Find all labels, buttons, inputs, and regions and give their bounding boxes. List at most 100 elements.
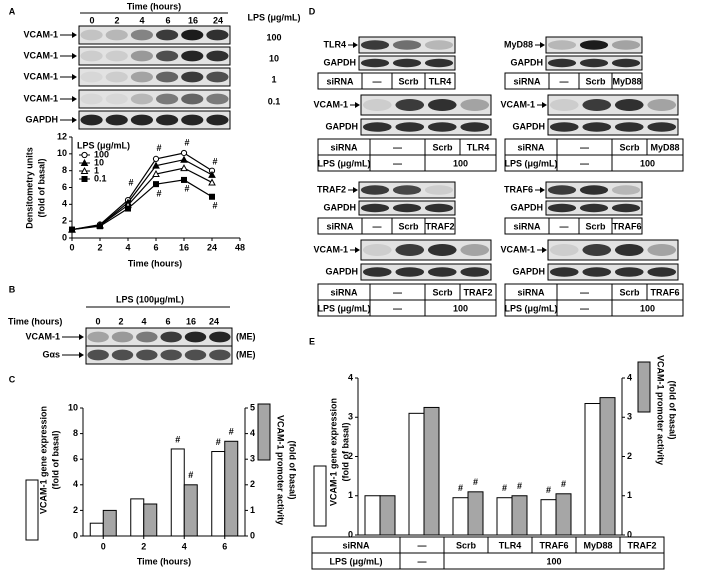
blot-label: VCAM-1: [313, 244, 348, 254]
band: [130, 29, 153, 41]
cell-text: Scrb: [619, 287, 640, 297]
bar: [183, 484, 198, 537]
bar: [467, 491, 484, 536]
band: [362, 122, 392, 132]
y-tick-label: 4: [73, 479, 78, 489]
band: [80, 114, 103, 126]
lps-title: LPS (100μg/mL): [116, 294, 184, 304]
data-point: [208, 170, 216, 178]
cell-text: MyD88: [650, 142, 679, 152]
y-tick-label: 10: [57, 148, 67, 158]
blot-note: (ME): [236, 331, 256, 341]
legend-marker: [81, 176, 88, 182]
band: [362, 267, 392, 277]
blot-label: GAPDH: [325, 121, 358, 131]
lps-label: 1: [271, 74, 276, 84]
blot-label: GAPDH: [510, 202, 543, 212]
cell-text: LPS (μg/mL): [329, 556, 382, 566]
band: [614, 244, 644, 256]
cell-text: —: [373, 76, 382, 86]
bar: [143, 503, 158, 537]
band: [547, 58, 577, 68]
time-label: 6: [165, 15, 170, 25]
cell-text: siRNA: [330, 142, 358, 152]
cell-text: TRAF2: [464, 287, 493, 297]
bar: [102, 509, 117, 537]
bar: [555, 493, 572, 536]
band: [427, 267, 457, 277]
y-tick-label: 6: [73, 454, 78, 464]
annotation: #: [212, 200, 217, 210]
arrowhead: [353, 187, 358, 193]
band: [424, 185, 454, 195]
y2-tick-label: 1: [627, 490, 632, 500]
blot-label: VCAM-1: [23, 29, 58, 39]
band: [87, 331, 109, 343]
cell-text: MyD88: [612, 76, 641, 86]
bar: [408, 412, 425, 536]
y2-tick-label: 0: [250, 530, 255, 540]
cell-text: TRAF2: [426, 221, 455, 231]
legend-title: LPS (μg/mL): [77, 140, 130, 150]
blot: [360, 239, 492, 261]
x-tick-label: 0: [69, 242, 74, 252]
x-tick-label: 2: [97, 242, 102, 252]
x-axis-title: Time (hours): [137, 556, 191, 566]
y-axis-title: (fold of basal): [36, 159, 46, 218]
cell-text: siRNA: [513, 221, 541, 231]
band: [647, 267, 677, 277]
cell-text: —: [418, 540, 427, 550]
blot: [360, 94, 492, 116]
band: [582, 99, 612, 111]
y-tick-label: 8: [73, 428, 78, 438]
cell-text: —: [560, 221, 569, 231]
bar: [540, 499, 557, 536]
band: [105, 50, 128, 62]
arrowhead: [72, 53, 77, 59]
band: [136, 331, 158, 343]
band: [395, 244, 425, 256]
bar: [170, 448, 185, 537]
band: [579, 40, 609, 50]
table-cell: [424, 299, 497, 317]
band: [111, 331, 134, 343]
table-cell: [611, 154, 684, 172]
annotation: #: [188, 470, 193, 480]
band: [614, 99, 644, 111]
y-tick-label: 2: [73, 505, 78, 515]
time-label: 2: [114, 15, 119, 25]
band: [362, 99, 392, 111]
blot-label: GAPDH: [510, 57, 543, 67]
blot-label: GAPDH: [25, 114, 58, 124]
cell-text: LPS (μg/mL): [504, 303, 557, 313]
blot-label: TRAF6: [504, 184, 533, 194]
cell-text: Scrb: [398, 221, 419, 231]
lps-label: 10: [269, 53, 279, 63]
y2-tick-label: 2: [250, 479, 255, 489]
band: [549, 244, 579, 256]
data-point: [153, 181, 159, 188]
cell-text: siRNA: [330, 287, 358, 297]
y2-tick-label: 0: [627, 529, 632, 539]
series-line: [71, 159, 213, 231]
band: [130, 71, 153, 83]
data-point: [208, 178, 216, 186]
band: [395, 122, 425, 132]
arrowhead: [542, 247, 547, 253]
band: [579, 58, 609, 68]
y2-tick-label: 5: [250, 402, 255, 412]
annotation: #: [156, 143, 161, 153]
band: [130, 50, 153, 62]
blot: [547, 94, 679, 116]
band: [424, 58, 454, 68]
band: [427, 244, 457, 256]
cell-text: Scrb: [619, 142, 640, 152]
time-label: 4: [141, 316, 146, 326]
table-cell: [424, 154, 497, 172]
data-point: [180, 164, 188, 172]
blot: [547, 118, 679, 136]
data-point: [97, 223, 103, 230]
data-point: [125, 205, 131, 212]
series-line: [71, 167, 213, 231]
band: [105, 71, 128, 83]
